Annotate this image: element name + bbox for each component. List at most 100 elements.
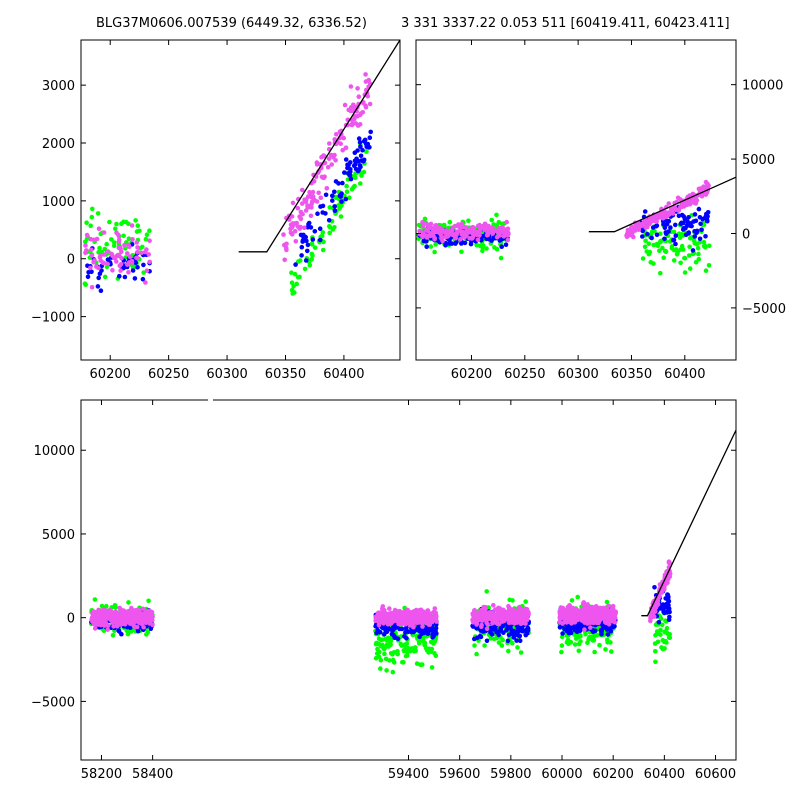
bottom-blue-point <box>605 632 611 637</box>
top-right-green-point <box>494 212 499 218</box>
top-right-green-point <box>687 235 693 241</box>
top-left-green-point <box>294 281 300 287</box>
top-left-green-point <box>126 236 132 241</box>
bottom-magenta-point <box>484 626 490 632</box>
x-tick-label: 58200 <box>81 767 122 782</box>
top-right-blue-point <box>484 236 489 242</box>
top-right-blue-point <box>681 226 686 231</box>
top-right-green-point <box>678 260 683 266</box>
bottom-green-point <box>104 603 109 609</box>
top-left-magenta-point <box>300 187 305 193</box>
top-right-blue-point <box>662 236 667 242</box>
bottom-green-point <box>662 630 668 635</box>
bottom-magenta-point <box>557 620 563 625</box>
bottom-magenta-point <box>490 620 495 626</box>
bottom-green-point <box>472 643 477 648</box>
top-left-magenta-point <box>129 260 135 265</box>
top-left-green-point <box>297 258 303 263</box>
bottom-green-point <box>500 637 506 643</box>
bottom-green-point <box>573 636 579 641</box>
top-right-green-point <box>671 258 677 263</box>
top-left-blue-point <box>95 284 101 289</box>
top-left-green-point <box>111 243 117 249</box>
bottom-blue-point <box>505 638 511 644</box>
top-right-magenta-point <box>457 225 463 231</box>
bottom-magenta-point <box>426 622 432 627</box>
x-tick-label: 60250 <box>148 367 189 382</box>
top-left-blue-point <box>347 173 353 178</box>
top-right-green-point <box>682 270 688 275</box>
top-right-magenta-point <box>433 223 439 228</box>
bottom-magenta-point <box>583 617 589 622</box>
top-right-blue-point <box>454 239 459 245</box>
bottom-magenta-point <box>478 612 484 618</box>
bottom-magenta-point <box>666 559 672 564</box>
top-right-green-point <box>661 255 666 260</box>
bottom-magenta-point <box>601 611 607 617</box>
bottom-magenta-point <box>98 622 104 628</box>
top-left-magenta-point <box>281 232 286 237</box>
bottom-green-point <box>398 641 404 647</box>
top-left-blue-point <box>298 232 304 238</box>
top-left-blue-point <box>303 258 309 263</box>
top-left-magenta-point <box>334 132 339 137</box>
top-left-green-point <box>107 219 112 225</box>
top-right-blue-point <box>705 213 710 219</box>
top-right-magenta-point <box>497 230 502 235</box>
bottom-magenta-point <box>496 621 502 627</box>
bottom-green-point <box>523 599 528 604</box>
top-right-magenta-point <box>701 184 706 189</box>
top-left-green-point <box>143 236 149 242</box>
bottom-blue-point <box>392 623 397 629</box>
bottom-green-point <box>384 668 389 673</box>
top-left-blue-point <box>317 226 323 231</box>
top-right-green-point <box>695 245 701 251</box>
top-left-blue-point <box>312 229 318 234</box>
top-left-magenta-point <box>146 252 151 257</box>
bottom-green-point <box>583 632 588 637</box>
top-left-magenta-point <box>307 204 312 210</box>
bottom-magenta-point <box>380 612 386 618</box>
top-left-plot-area <box>82 40 400 296</box>
top-left-magenta-point <box>88 236 94 242</box>
bottom-magenta-point <box>133 624 138 630</box>
bottom-magenta-point <box>401 609 407 615</box>
x-tick-label: 60200 <box>90 367 131 382</box>
bottom-magenta-point <box>497 606 503 611</box>
bottom-magenta-point <box>478 608 484 613</box>
top-right-blue-point <box>447 241 452 246</box>
bottom-green-point <box>510 640 515 646</box>
y-tick-label: 0 <box>67 253 75 268</box>
bottom-green-point <box>433 653 439 659</box>
top-right-blue-point <box>650 225 656 230</box>
top-right-green-point <box>489 217 495 223</box>
bottom-green-point <box>496 640 502 645</box>
top-right-green-point <box>466 218 471 223</box>
bottom-magenta-point <box>648 618 653 624</box>
bottom-magenta-point <box>141 624 146 630</box>
top-right-green-point <box>480 248 485 254</box>
bottom-blue-point <box>514 632 520 637</box>
bottom-magenta-point <box>487 612 493 618</box>
bottom-green-point <box>374 640 379 646</box>
top-left-magenta-point <box>112 255 117 261</box>
y-tick-label: −5000 <box>31 695 75 710</box>
top-right-green-point <box>701 239 707 245</box>
bottom-magenta-point <box>103 612 108 617</box>
top-left-green-point <box>121 233 126 239</box>
top-right-magenta-point <box>668 206 674 212</box>
bottom-magenta-point <box>485 622 490 627</box>
top-left-blue-point <box>117 273 122 279</box>
bottom-green-point <box>586 637 591 642</box>
top-left-blue-point <box>140 276 146 282</box>
top-left-green-point <box>83 282 88 288</box>
top-right-magenta-point <box>705 181 710 187</box>
top-right-green-point <box>658 270 663 276</box>
top-left-blue-point <box>98 288 104 294</box>
top-right-green-point <box>643 238 648 244</box>
top-left-blue-point <box>368 129 374 135</box>
top-left-magenta-point <box>290 200 296 206</box>
top-right-green-point <box>459 249 464 255</box>
bottom-green-point <box>488 636 494 641</box>
top-left-green-point <box>102 274 108 280</box>
